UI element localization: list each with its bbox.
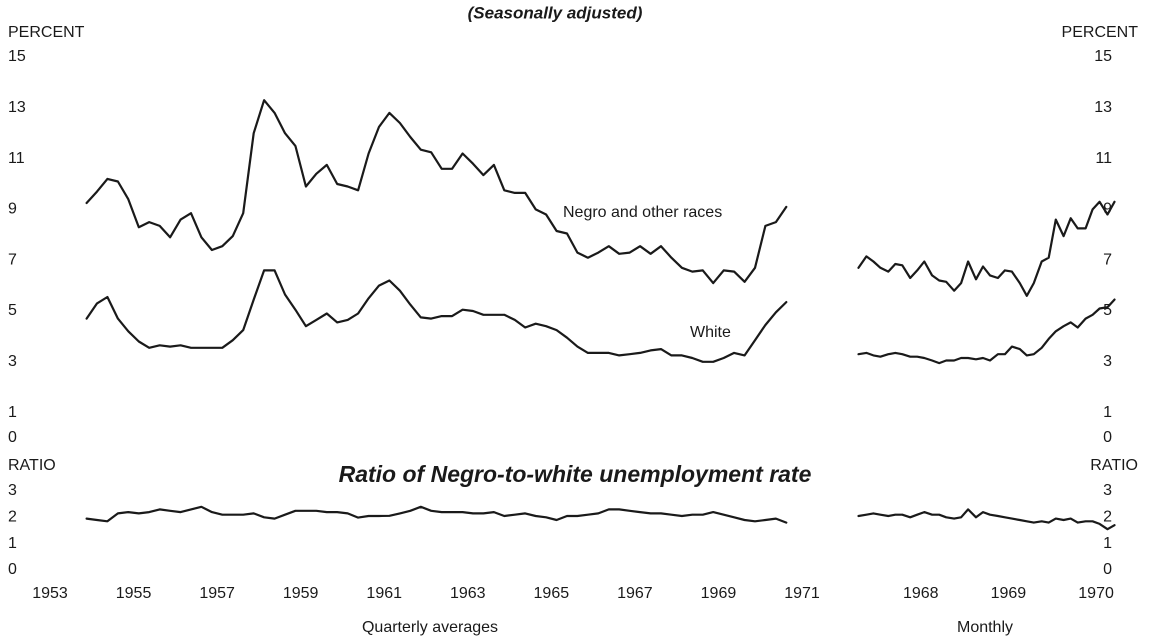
x-tick-label: 1963 [450, 585, 486, 602]
x-tick-label: 1967 [617, 585, 653, 602]
y2-tick-label: 2 [1103, 509, 1112, 526]
y-tick-label: 13 [8, 99, 26, 116]
x-tick-label: 1955 [116, 585, 152, 602]
y-tick-label: 11 [1095, 150, 1112, 167]
chart-subtitle: Ratio of Negro-to-white unemployment rat… [339, 461, 812, 487]
y-tick-label: 1 [8, 404, 17, 421]
y-tick-label: 0 [8, 429, 17, 446]
y2-axis-label: RATIO [1090, 457, 1138, 474]
y-tick-label: 5 [8, 302, 17, 319]
x-tick-label: 1965 [534, 585, 570, 602]
series-line [85, 505, 788, 524]
x-tick-label: 1970 [1078, 585, 1114, 602]
y2-tick-label: 1 [1103, 535, 1112, 552]
x-tick-label: 1957 [199, 585, 235, 602]
y2-tick-label: 2 [8, 509, 17, 526]
y2-tick-label: 0 [1103, 561, 1112, 578]
series-line [857, 298, 1116, 365]
series-label: White [690, 324, 731, 341]
series-line [857, 200, 1116, 297]
x-tick-label: 1959 [283, 585, 319, 602]
x-tick-label: 1969 [991, 585, 1027, 602]
y-tick-label: 3 [8, 353, 17, 370]
chart-title: (Seasonally adjusted) [468, 3, 643, 22]
y2-tick-label: 1 [8, 535, 17, 552]
x-axis-label: Monthly [957, 619, 1013, 636]
y-tick-label: 15 [8, 48, 26, 65]
y2-tick-label: 3 [8, 482, 17, 499]
y-axis-label: PERCENT [8, 24, 85, 41]
x-tick-label: 1961 [366, 585, 402, 602]
series-line [857, 508, 1116, 531]
y2-axis-label: RATIO [8, 457, 56, 474]
x-axis-label: Quarterly averages [362, 619, 498, 636]
y-axis-label: PERCENT [1062, 24, 1139, 41]
y-tick-label: 3 [1103, 353, 1112, 370]
series-line [85, 269, 788, 363]
y-tick-label: 15 [1094, 48, 1112, 65]
series-label: Negro and other races [563, 204, 722, 221]
x-tick-label: 1969 [701, 585, 737, 602]
x-tick-label: 1953 [32, 585, 68, 602]
y-tick-label: 13 [1094, 99, 1112, 116]
series-line [85, 99, 788, 285]
x-tick-label: 1968 [903, 585, 939, 602]
y-tick-label: 9 [8, 201, 17, 218]
y-tick-label: 7 [8, 251, 17, 268]
y-tick-label: 7 [1103, 251, 1112, 268]
x-tick-label: 1971 [784, 585, 820, 602]
y-tick-label: 11 [8, 150, 25, 167]
y2-tick-label: 3 [1103, 482, 1112, 499]
y2-tick-label: 0 [8, 561, 17, 578]
y-tick-label: 0 [1103, 429, 1112, 446]
y-tick-label: 1 [1103, 404, 1112, 421]
y-tick-label: 5 [1103, 302, 1112, 319]
y-tick-label: 9 [1103, 201, 1112, 218]
